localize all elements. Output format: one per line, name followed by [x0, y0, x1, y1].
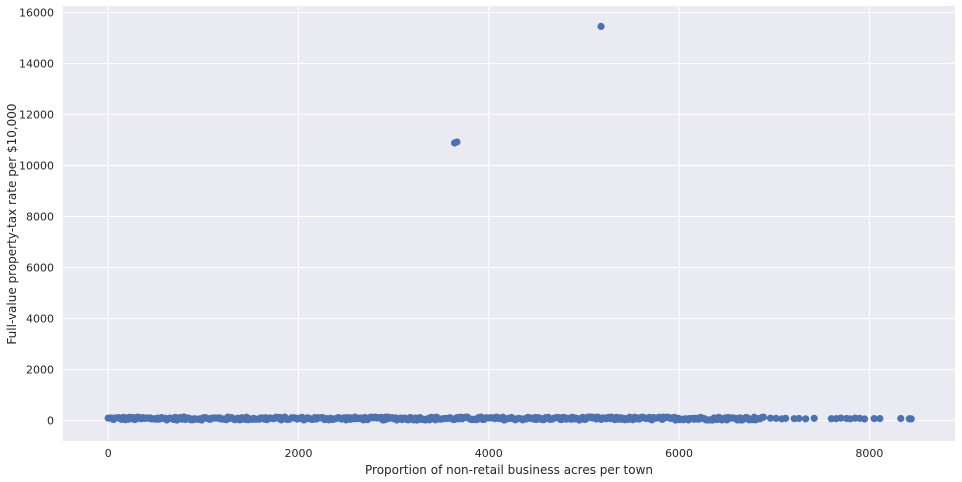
- x-tick-label: 2000: [284, 447, 312, 460]
- y-tick-label: 4000: [26, 313, 54, 326]
- data-point: [778, 415, 786, 423]
- y-tick-label: 12000: [19, 108, 54, 121]
- data-point: [453, 138, 461, 146]
- data-point: [827, 415, 835, 423]
- data-point: [876, 414, 884, 423]
- x-tick-label: 6000: [665, 447, 693, 460]
- y-tick-label: 6000: [26, 262, 54, 275]
- y-tick-label: 2000: [26, 364, 54, 377]
- y-tick-label: 0: [47, 415, 54, 428]
- data-point: [802, 415, 810, 423]
- data-point: [810, 414, 818, 422]
- y-tick-label: 10000: [19, 159, 54, 172]
- y-axis-label: Full-value property-tax rate per $10,000: [5, 103, 19, 344]
- data-point: [597, 22, 605, 31]
- data-point: [759, 413, 768, 421]
- x-tick-labels: 0 2000 4000 6000 8000: [105, 447, 884, 460]
- data-point: [907, 415, 915, 423]
- data-points: [104, 22, 915, 424]
- y-tick-label: 14000: [19, 57, 54, 70]
- x-tick-label: 4000: [475, 447, 503, 460]
- data-point: [772, 414, 780, 422]
- y-tick-label: 16000: [19, 6, 54, 19]
- x-tick-label: 8000: [855, 447, 883, 460]
- y-tick-labels: 0 2000 4000 6000 8000 10000 12000 14000 16000: [19, 6, 54, 427]
- data-point: [790, 415, 798, 423]
- data-point: [897, 414, 905, 423]
- data-point: [766, 414, 775, 422]
- data-point: [870, 415, 878, 423]
- y-tick-label: 8000: [26, 210, 54, 223]
- data-point: [842, 414, 851, 423]
- x-axis-label: Proportion of non-retail business acres …: [365, 463, 653, 477]
- x-tick-label: 0: [105, 447, 112, 460]
- plot-background: [63, 6, 955, 441]
